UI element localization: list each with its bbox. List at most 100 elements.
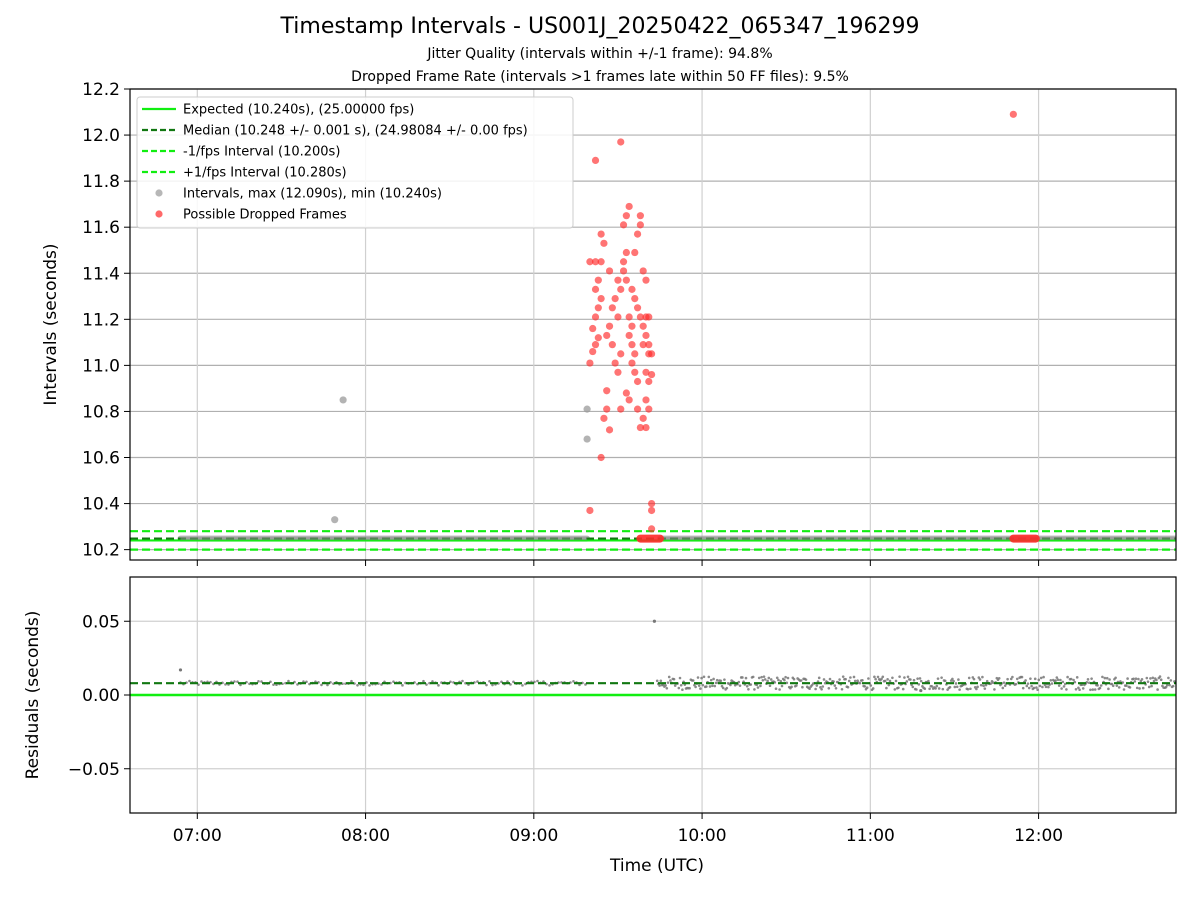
residual-point — [1155, 678, 1158, 682]
residual-point — [1159, 678, 1163, 682]
bottom-axes-frame — [129, 576, 1177, 814]
residual-point — [461, 679, 464, 683]
dropped-frame-point — [591, 258, 600, 266]
residual-point — [655, 679, 659, 683]
residual-point — [997, 676, 1001, 680]
dropped-frame-point — [636, 221, 644, 229]
residual-point — [940, 676, 943, 679]
residual-point — [1171, 684, 1175, 688]
residual-point — [1026, 682, 1030, 685]
residual-point — [852, 675, 856, 679]
residual-point — [1066, 675, 1069, 679]
top-plot-area — [130, 110, 1176, 551]
residual-point — [1087, 681, 1091, 685]
residual-point — [1140, 678, 1144, 681]
dropped-frame-point — [625, 313, 633, 321]
residual-point — [665, 686, 669, 690]
interval-point — [331, 516, 339, 524]
residual-point — [707, 675, 711, 679]
legend-entry-label: Expected (10.240s), (25.00000 fps) — [183, 103, 414, 118]
dropped-frame-point — [622, 212, 630, 220]
dropped-frame-point — [619, 221, 628, 229]
residual-point — [928, 687, 931, 691]
dropped-frame-point — [589, 324, 597, 333]
bottom-xtick-label: 08:00 — [341, 826, 390, 846]
residual-point — [1074, 687, 1078, 691]
residual-point — [677, 686, 681, 690]
residual-point — [1107, 687, 1110, 691]
dropped-frame-point — [597, 453, 605, 462]
residual-point — [777, 678, 780, 682]
residual-point — [790, 685, 793, 689]
top-ytick-label: 10.8 — [82, 402, 120, 422]
residual-point — [1091, 688, 1095, 691]
residual-point — [659, 679, 663, 683]
residual-point — [1117, 686, 1121, 689]
residual-point — [1021, 686, 1025, 690]
residual-point — [757, 676, 761, 680]
residual-point — [943, 679, 947, 683]
residual-point — [491, 683, 494, 687]
legend: Expected (10.240s), (25.00000 fps) Median… — [136, 96, 574, 229]
residual-point — [521, 684, 524, 687]
residual-point — [1003, 684, 1007, 687]
residual-point — [1168, 683, 1171, 687]
residual-point — [1047, 685, 1050, 689]
dropped-frame-point — [603, 405, 611, 413]
residual-point — [485, 683, 488, 687]
dropped-frame-point — [591, 156, 600, 164]
dropped-frame-point — [628, 341, 636, 349]
residual-point — [888, 679, 892, 683]
residual-point — [1054, 679, 1057, 682]
residual-point — [1024, 679, 1027, 682]
residual-point — [881, 675, 885, 679]
residual-point — [1078, 688, 1081, 692]
dropped-frame-point — [597, 294, 605, 303]
intervals-plot: 10.2 10.4 10.6 10.8 11.0 11.2 11.4 11.6 11.8 12.0… — [41, 80, 1177, 566]
residual-point — [1126, 677, 1129, 680]
dropped-frame-point — [639, 322, 647, 330]
residual-point — [761, 679, 765, 682]
residual-point — [666, 681, 670, 684]
residual-point — [678, 676, 682, 680]
dropped-frame-point — [625, 331, 633, 340]
bottom-xtick-label: 07:00 — [173, 826, 222, 846]
residual-point — [865, 686, 869, 689]
bottom-xtick-label: 12:00 — [1014, 826, 1063, 846]
residual-point — [753, 688, 756, 691]
residual-point — [1061, 680, 1065, 684]
dropped-frame-point — [631, 350, 639, 358]
residual-point — [903, 676, 906, 679]
residual-point — [708, 685, 712, 688]
residual-point — [819, 686, 822, 689]
residual-point — [747, 687, 750, 691]
bottom-xtick-label: 11:00 — [846, 826, 895, 846]
dropped-frame-point — [614, 368, 622, 376]
residual-point — [873, 675, 876, 679]
top-ytick-label: 12.2 — [82, 80, 120, 100]
residual-point — [861, 679, 864, 682]
residual-point — [721, 686, 725, 690]
residual-point — [1038, 684, 1042, 688]
residual-point — [957, 678, 960, 681]
residual-point — [1145, 676, 1149, 680]
residual-point — [1069, 677, 1073, 681]
residual-point — [437, 684, 440, 687]
dropped-frame-point — [622, 276, 630, 284]
dropped-frame-point — [645, 377, 653, 386]
residual-point — [548, 684, 551, 687]
residual-point — [1009, 677, 1013, 681]
dropped-frame-point — [611, 294, 619, 303]
residual-point — [1065, 688, 1068, 691]
dropped-frame-point — [622, 248, 630, 257]
dropped-frame-point — [633, 377, 642, 386]
residual-point — [1055, 676, 1059, 679]
residual-point — [917, 683, 921, 686]
residual-point — [784, 675, 787, 679]
residual-point — [401, 684, 404, 687]
dropped-frame-point — [591, 285, 600, 293]
dropped-frame-point — [603, 331, 611, 340]
dropped-frame-point — [591, 313, 600, 321]
bottom-xtick-label: 10:00 — [678, 826, 727, 846]
